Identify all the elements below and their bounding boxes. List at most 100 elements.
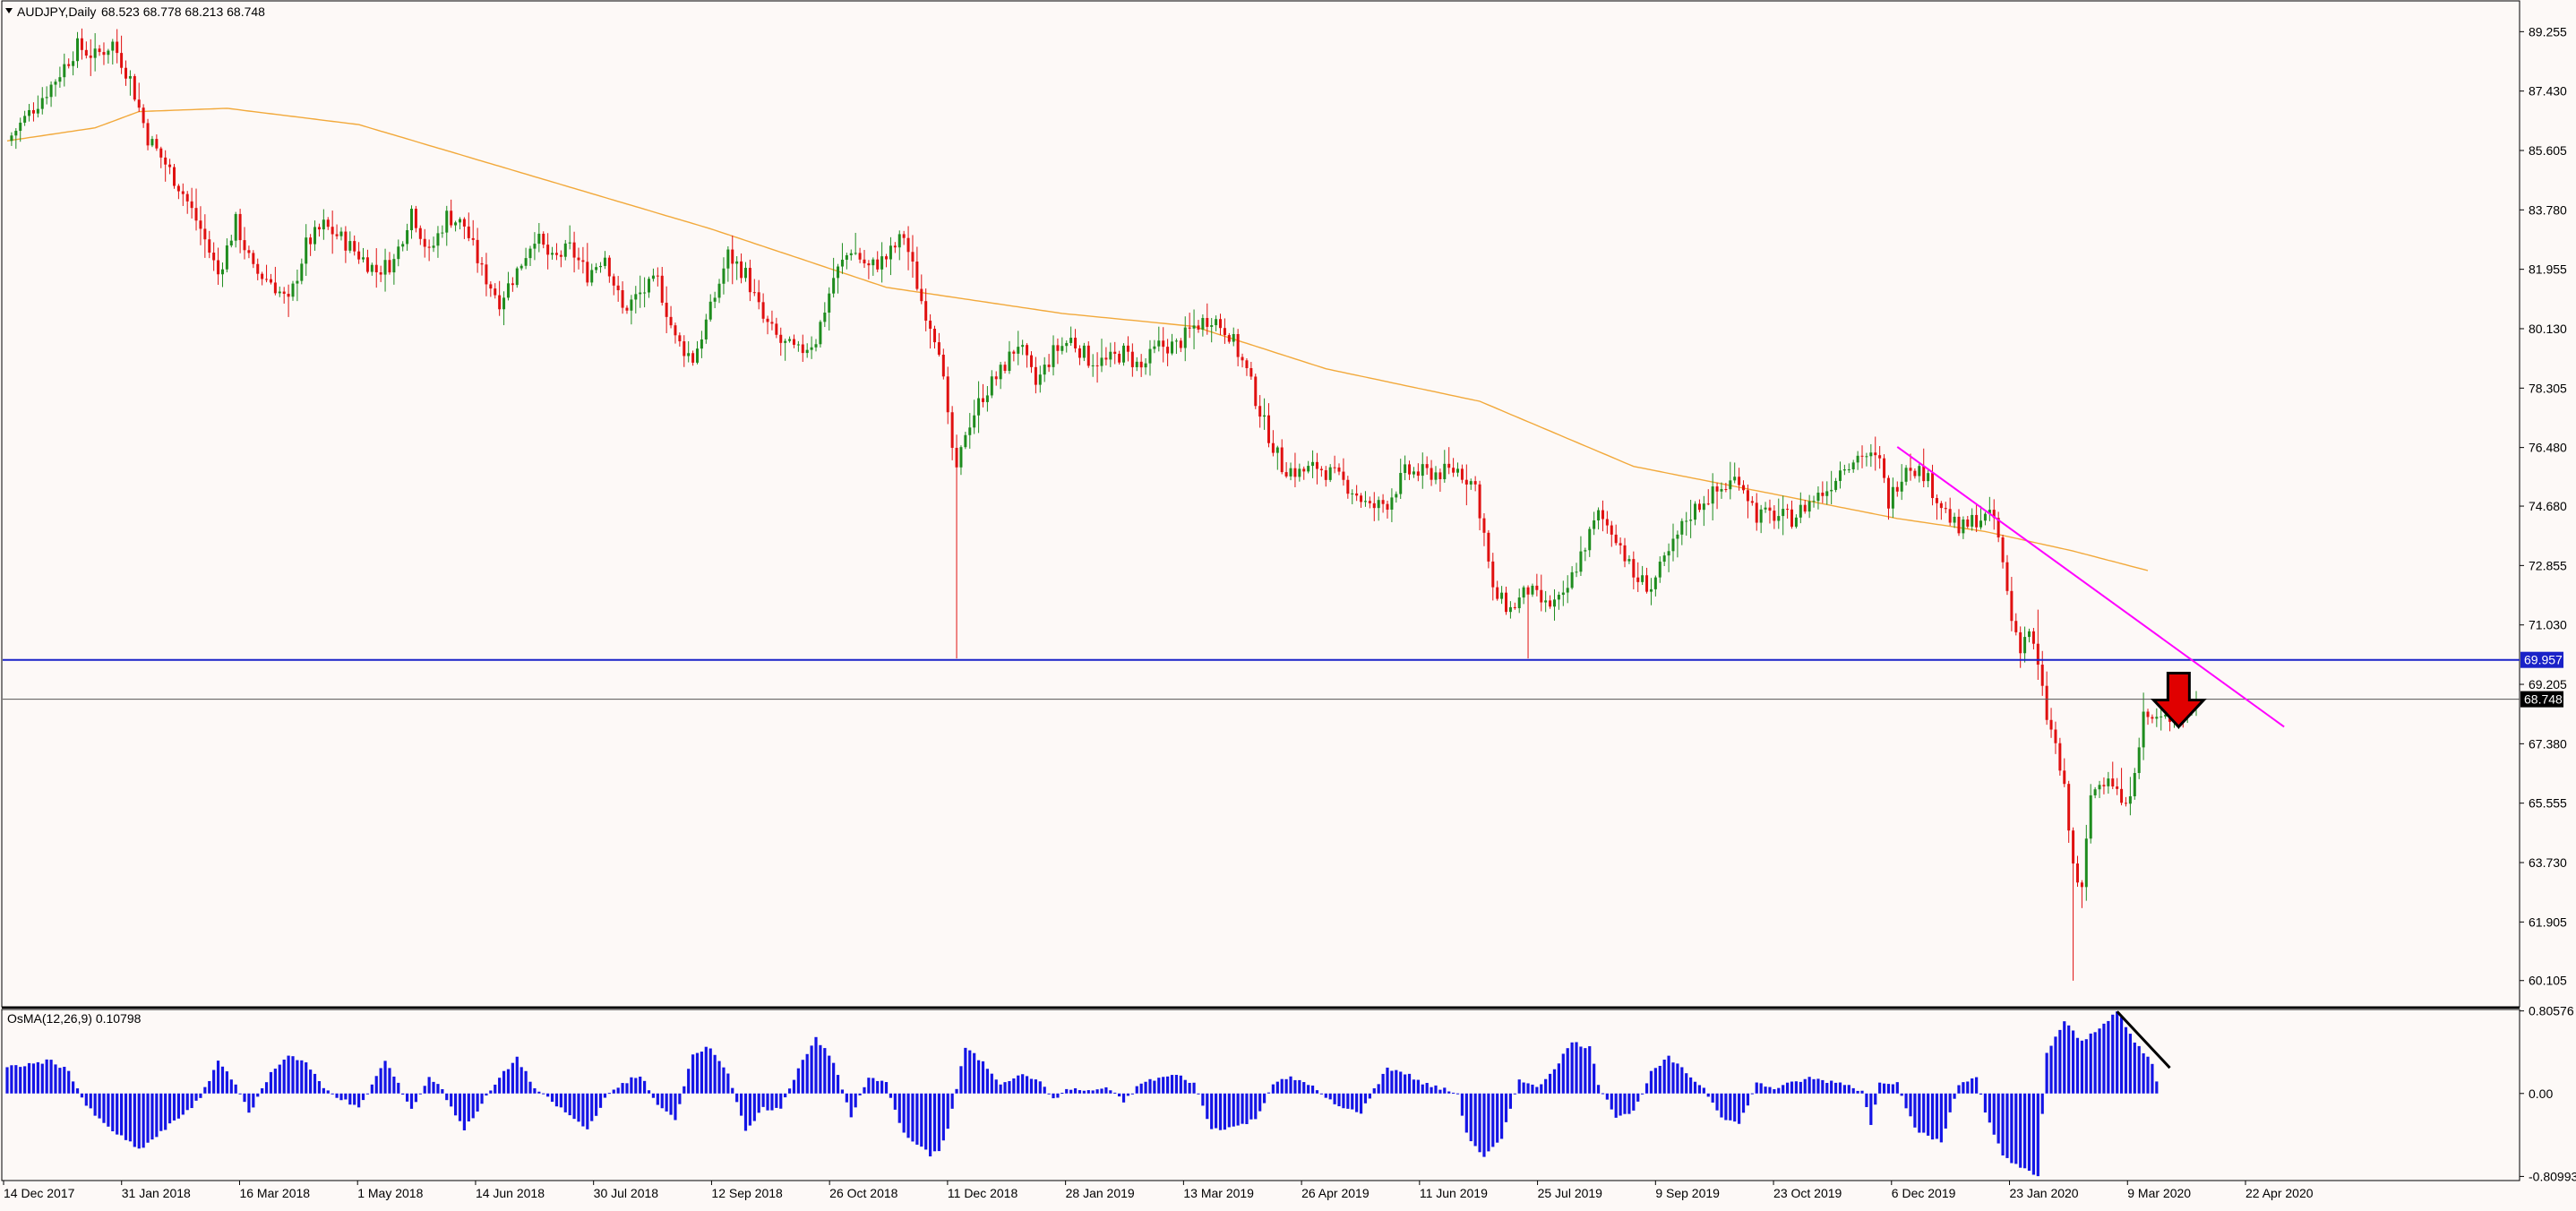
candle bbox=[1162, 327, 1165, 363]
candle-body bbox=[454, 222, 458, 226]
candle bbox=[1575, 563, 1578, 578]
candle-body bbox=[1891, 486, 1894, 509]
osma-bar bbox=[1552, 1069, 1557, 1094]
osma-bar bbox=[2133, 1042, 2136, 1094]
osma-bar bbox=[1724, 1093, 1728, 1121]
candle-body bbox=[1702, 503, 1705, 511]
osma-bar bbox=[1148, 1078, 1152, 1094]
osma-bar bbox=[1544, 1078, 1548, 1094]
candle-body bbox=[1095, 365, 1099, 366]
candle-body bbox=[1939, 502, 1943, 509]
candle-body bbox=[577, 257, 580, 261]
candle bbox=[1275, 445, 1279, 470]
candle bbox=[1311, 450, 1315, 478]
price-tick-label: 80.130 bbox=[2529, 322, 2567, 336]
candle bbox=[761, 293, 765, 323]
candle bbox=[2075, 855, 2079, 888]
osma-bar bbox=[1886, 1084, 1891, 1094]
osma-bar bbox=[643, 1080, 647, 1094]
osma-bar bbox=[1399, 1071, 1403, 1094]
candle bbox=[1416, 463, 1420, 482]
candle-body bbox=[1549, 600, 1552, 607]
candle bbox=[485, 253, 488, 296]
candle-body bbox=[1782, 509, 1785, 517]
osma-bar bbox=[603, 1093, 607, 1098]
candle bbox=[858, 247, 862, 263]
candle bbox=[120, 35, 124, 74]
candle-body bbox=[1544, 600, 1548, 603]
osma-bar bbox=[1856, 1090, 1859, 1094]
candle-body bbox=[2151, 717, 2154, 719]
candle-body bbox=[1694, 503, 1697, 520]
candle bbox=[1847, 463, 1850, 473]
candle bbox=[1319, 466, 1323, 477]
osma-bar bbox=[365, 1093, 370, 1095]
osma-bar bbox=[581, 1093, 585, 1127]
candle bbox=[1065, 340, 1069, 353]
candle bbox=[269, 273, 272, 285]
collapse-triangle-icon[interactable] bbox=[5, 8, 13, 13]
candle bbox=[634, 286, 638, 313]
candle bbox=[1886, 475, 1890, 520]
osma-bar bbox=[1671, 1062, 1675, 1094]
candle-body bbox=[880, 256, 884, 270]
candle bbox=[885, 253, 889, 268]
candle bbox=[365, 249, 369, 274]
candle bbox=[792, 334, 795, 348]
candle-body bbox=[63, 64, 66, 78]
candle-body bbox=[840, 259, 844, 267]
candle-body bbox=[1008, 351, 1011, 372]
osma-bar bbox=[282, 1059, 286, 1094]
candle-body bbox=[1900, 481, 1903, 492]
candle-body bbox=[950, 412, 954, 448]
candle-body bbox=[1570, 571, 1574, 588]
osma-bar bbox=[1738, 1093, 1741, 1124]
osma-bar bbox=[1017, 1075, 1020, 1094]
candle bbox=[1038, 365, 1042, 393]
candle-body bbox=[225, 245, 228, 270]
candle bbox=[2049, 708, 2053, 738]
osma-bar bbox=[1346, 1093, 1350, 1109]
osma-bar bbox=[656, 1093, 659, 1105]
candle bbox=[1535, 573, 1539, 597]
osma-bar bbox=[1043, 1086, 1046, 1094]
candle bbox=[2005, 554, 2009, 596]
candle-body bbox=[1469, 481, 1473, 485]
osma-bar bbox=[1676, 1063, 1679, 1094]
candle bbox=[1139, 354, 1143, 377]
candle-body bbox=[2014, 621, 2018, 632]
candle-body bbox=[1676, 534, 1679, 539]
candle-body bbox=[683, 341, 686, 356]
osma-bar bbox=[436, 1084, 440, 1094]
candle bbox=[651, 268, 655, 282]
candle-body bbox=[1443, 463, 1447, 479]
osma-bar bbox=[1750, 1093, 1754, 1095]
osma-bar bbox=[89, 1093, 92, 1109]
candle bbox=[155, 134, 159, 151]
candle bbox=[1047, 354, 1051, 373]
osma-bar bbox=[1416, 1079, 1420, 1094]
symbol-label: AUDJPY,Daily bbox=[17, 4, 96, 19]
osma-bar bbox=[1614, 1093, 1618, 1118]
candle-body bbox=[2128, 795, 2132, 804]
osma-bar bbox=[1891, 1084, 1894, 1094]
candle bbox=[291, 280, 295, 301]
osma-bar bbox=[911, 1093, 914, 1142]
osma-bar bbox=[450, 1093, 453, 1107]
candle-body bbox=[902, 234, 906, 238]
osma-bar bbox=[1499, 1093, 1504, 1139]
osma-bar bbox=[1816, 1078, 1820, 1094]
osma-bar bbox=[1825, 1082, 1829, 1094]
candle bbox=[872, 257, 875, 276]
candle bbox=[1223, 318, 1226, 344]
candle bbox=[832, 257, 836, 298]
candle-body bbox=[1399, 473, 1403, 494]
candle bbox=[1918, 462, 1921, 483]
candle-body bbox=[1513, 606, 1516, 608]
osma-bar bbox=[1135, 1086, 1138, 1094]
candle-body bbox=[1319, 468, 1323, 470]
osma-bar bbox=[1008, 1080, 1011, 1094]
candle bbox=[2120, 768, 2124, 806]
